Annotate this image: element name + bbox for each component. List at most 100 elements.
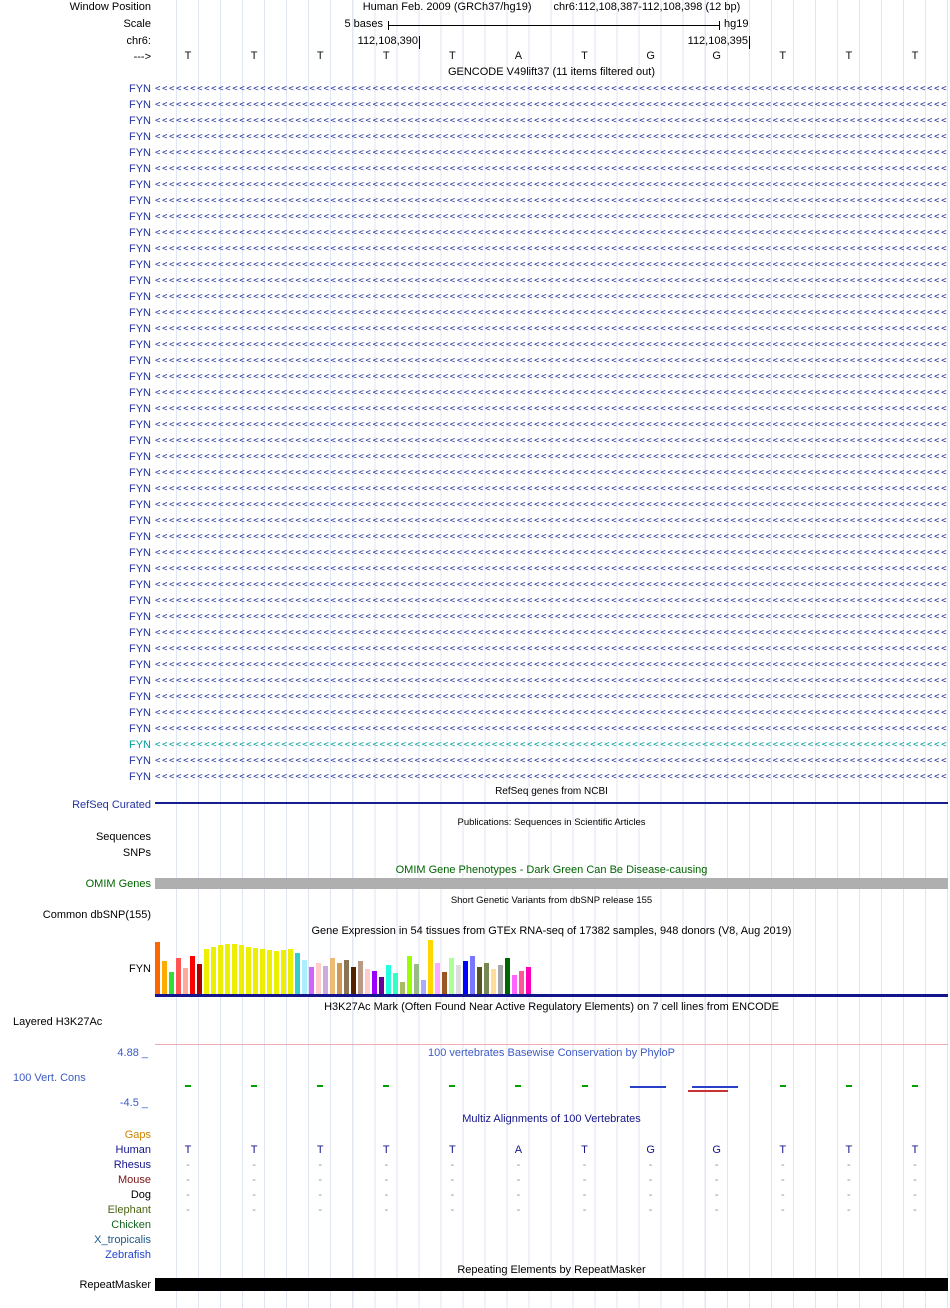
gencode-gene-row[interactable]: FYN <<<<<<<<<<<<<<<<<<<<<<<<<<<<<<<<<<<<<… <box>0 305 950 321</box>
gtex-expression-bar[interactable] <box>519 971 524 994</box>
species-label[interactable]: Mouse <box>117 1174 151 1186</box>
gtex-expression-bar[interactable] <box>253 948 258 994</box>
gene-strand-arrows[interactable]: <<<<<<<<<<<<<<<<<<<<<<<<<<<<<<<<<<<<<<<<… <box>155 484 948 494</box>
gene-strand-arrows[interactable]: <<<<<<<<<<<<<<<<<<<<<<<<<<<<<<<<<<<<<<<<… <box>155 228 948 238</box>
gene-strand-arrows[interactable]: <<<<<<<<<<<<<<<<<<<<<<<<<<<<<<<<<<<<<<<<… <box>155 420 948 430</box>
gene-label[interactable]: FYN <box>129 323 151 335</box>
gtex-expression-bar[interactable] <box>211 947 216 994</box>
gene-label[interactable]: FYN <box>129 451 151 463</box>
gene-strand-arrows[interactable]: <<<<<<<<<<<<<<<<<<<<<<<<<<<<<<<<<<<<<<<<… <box>155 436 948 446</box>
gene-label[interactable]: FYN <box>129 643 151 655</box>
gencode-gene-row[interactable]: FYN <<<<<<<<<<<<<<<<<<<<<<<<<<<<<<<<<<<<<… <box>0 689 950 705</box>
track-label-repeatmasker[interactable]: RepeatMasker <box>79 1279 151 1291</box>
gene-label[interactable]: FYN <box>129 403 151 415</box>
gene-label[interactable]: FYN <box>129 339 151 351</box>
gtex-expression-bar[interactable] <box>435 963 440 994</box>
gtex-expression-bar[interactable] <box>225 944 230 994</box>
gene-strand-arrows[interactable]: <<<<<<<<<<<<<<<<<<<<<<<<<<<<<<<<<<<<<<<<… <box>155 388 948 398</box>
gtex-expression-bar[interactable] <box>232 944 237 994</box>
track-label-common-dbsnp[interactable]: Common dbSNP(155) <box>42 909 151 921</box>
gtex-expression-bar[interactable] <box>281 950 286 994</box>
gene-label[interactable]: FYN <box>129 659 151 671</box>
gene-strand-arrows[interactable]: <<<<<<<<<<<<<<<<<<<<<<<<<<<<<<<<<<<<<<<<… <box>155 516 948 526</box>
gene-label[interactable]: FYN <box>129 99 151 111</box>
gencode-gene-row[interactable]: FYN <<<<<<<<<<<<<<<<<<<<<<<<<<<<<<<<<<<<<… <box>0 593 950 609</box>
gene-label[interactable]: FYN <box>129 467 151 479</box>
track-label-snps[interactable]: SNPs <box>122 847 151 859</box>
species-label[interactable]: Zebrafish <box>105 1249 151 1261</box>
gtex-expression-bar[interactable] <box>421 980 426 994</box>
gencode-gene-row[interactable]: FYN <<<<<<<<<<<<<<<<<<<<<<<<<<<<<<<<<<<<<… <box>0 625 950 641</box>
gtex-expression-bar[interactable] <box>302 960 307 994</box>
gtex-expression-bar[interactable] <box>414 964 419 994</box>
gene-strand-arrows[interactable]: <<<<<<<<<<<<<<<<<<<<<<<<<<<<<<<<<<<<<<<<… <box>155 116 948 126</box>
gencode-gene-row[interactable]: FYN <<<<<<<<<<<<<<<<<<<<<<<<<<<<<<<<<<<<<… <box>0 273 950 289</box>
gene-strand-arrows[interactable]: <<<<<<<<<<<<<<<<<<<<<<<<<<<<<<<<<<<<<<<<… <box>155 164 948 174</box>
gene-label[interactable]: FYN <box>129 771 151 783</box>
gtex-expression-bar[interactable] <box>470 956 475 994</box>
gtex-expression-bar[interactable] <box>274 951 279 994</box>
gencode-gene-row[interactable]: FYN <<<<<<<<<<<<<<<<<<<<<<<<<<<<<<<<<<<<<… <box>0 609 950 625</box>
gene-label[interactable]: FYN <box>129 387 151 399</box>
track-label-refseq-curated[interactable]: RefSeq Curated <box>72 799 151 811</box>
gtex-expression-bar[interactable] <box>512 975 517 994</box>
gencode-gene-row[interactable]: FYN <<<<<<<<<<<<<<<<<<<<<<<<<<<<<<<<<<<<<… <box>0 433 950 449</box>
gencode-gene-row[interactable]: FYN <<<<<<<<<<<<<<<<<<<<<<<<<<<<<<<<<<<<<… <box>0 97 950 113</box>
gencode-gene-row[interactable]: FYN <<<<<<<<<<<<<<<<<<<<<<<<<<<<<<<<<<<<<… <box>0 193 950 209</box>
gene-label[interactable]: FYN <box>129 195 151 207</box>
gtex-expression-bar[interactable] <box>365 969 370 994</box>
gencode-gene-row[interactable]: FYN <<<<<<<<<<<<<<<<<<<<<<<<<<<<<<<<<<<<<… <box>0 241 950 257</box>
species-label[interactable]: Dog <box>130 1189 151 1201</box>
gene-strand-arrows[interactable]: <<<<<<<<<<<<<<<<<<<<<<<<<<<<<<<<<<<<<<<<… <box>155 756 948 766</box>
omim-gene-bar[interactable] <box>155 878 948 889</box>
gene-label[interactable]: FYN <box>129 595 151 607</box>
gtex-expression-bar[interactable] <box>526 967 531 994</box>
gene-label[interactable]: FYN <box>129 691 151 703</box>
gencode-gene-row[interactable]: FYN <<<<<<<<<<<<<<<<<<<<<<<<<<<<<<<<<<<<<… <box>0 129 950 145</box>
gene-strand-arrows[interactable]: <<<<<<<<<<<<<<<<<<<<<<<<<<<<<<<<<<<<<<<<… <box>155 84 948 94</box>
gencode-gene-row[interactable]: FYN <<<<<<<<<<<<<<<<<<<<<<<<<<<<<<<<<<<<<… <box>0 209 950 225</box>
gene-strand-arrows[interactable]: <<<<<<<<<<<<<<<<<<<<<<<<<<<<<<<<<<<<<<<<… <box>155 356 948 366</box>
gene-strand-arrows[interactable]: <<<<<<<<<<<<<<<<<<<<<<<<<<<<<<<<<<<<<<<<… <box>155 660 948 670</box>
track-label-layered-h3k27ac[interactable]: Layered H3K27Ac <box>13 1016 103 1028</box>
gtex-expression-bar[interactable] <box>498 965 503 994</box>
gene-label[interactable]: FYN <box>129 627 151 639</box>
gencode-gene-row[interactable]: FYN <<<<<<<<<<<<<<<<<<<<<<<<<<<<<<<<<<<<<… <box>0 769 950 785</box>
gene-label[interactable]: FYN <box>129 243 151 255</box>
species-label[interactable]: Rhesus <box>113 1159 151 1171</box>
gtex-expression-bar[interactable] <box>162 961 167 994</box>
gene-strand-arrows[interactable]: <<<<<<<<<<<<<<<<<<<<<<<<<<<<<<<<<<<<<<<<… <box>155 292 948 302</box>
gencode-gene-row[interactable]: FYN <<<<<<<<<<<<<<<<<<<<<<<<<<<<<<<<<<<<<… <box>0 337 950 353</box>
gencode-gene-row[interactable]: FYN <<<<<<<<<<<<<<<<<<<<<<<<<<<<<<<<<<<<<… <box>0 657 950 673</box>
gene-strand-arrows[interactable]: <<<<<<<<<<<<<<<<<<<<<<<<<<<<<<<<<<<<<<<<… <box>155 372 948 382</box>
gene-strand-arrows[interactable]: <<<<<<<<<<<<<<<<<<<<<<<<<<<<<<<<<<<<<<<<… <box>155 308 948 318</box>
gtex-expression-bar[interactable] <box>197 964 202 994</box>
gtex-expression-bar[interactable] <box>260 949 265 994</box>
gene-strand-arrows[interactable]: <<<<<<<<<<<<<<<<<<<<<<<<<<<<<<<<<<<<<<<<… <box>155 548 948 558</box>
gtex-expression-bar[interactable] <box>442 972 447 994</box>
gene-label[interactable]: FYN <box>129 675 151 687</box>
gtex-expression-bar[interactable] <box>505 958 510 994</box>
gencode-gene-row[interactable]: FYN <<<<<<<<<<<<<<<<<<<<<<<<<<<<<<<<<<<<<… <box>0 257 950 273</box>
gene-strand-arrows[interactable]: <<<<<<<<<<<<<<<<<<<<<<<<<<<<<<<<<<<<<<<<… <box>155 244 948 254</box>
gencode-gene-row[interactable]: FYN <<<<<<<<<<<<<<<<<<<<<<<<<<<<<<<<<<<<<… <box>0 545 950 561</box>
gtex-expression-bar[interactable] <box>372 971 377 994</box>
gene-label[interactable]: FYN <box>129 115 151 127</box>
gene-label[interactable]: FYN <box>129 291 151 303</box>
gencode-gene-row[interactable]: FYN <<<<<<<<<<<<<<<<<<<<<<<<<<<<<<<<<<<<<… <box>0 641 950 657</box>
gene-strand-arrows[interactable]: <<<<<<<<<<<<<<<<<<<<<<<<<<<<<<<<<<<<<<<<… <box>155 532 948 542</box>
gene-label[interactable]: FYN <box>129 275 151 287</box>
gene-label[interactable]: FYN <box>129 259 151 271</box>
gtex-expression-bar[interactable] <box>190 956 195 994</box>
gencode-gene-row[interactable]: FYN <<<<<<<<<<<<<<<<<<<<<<<<<<<<<<<<<<<<<… <box>0 369 950 385</box>
gencode-gene-row[interactable]: FYN <<<<<<<<<<<<<<<<<<<<<<<<<<<<<<<<<<<<<… <box>0 289 950 305</box>
track-label-gtex-fyn[interactable]: FYN <box>129 963 151 975</box>
gencode-gene-row[interactable]: FYN <<<<<<<<<<<<<<<<<<<<<<<<<<<<<<<<<<<<<… <box>0 161 950 177</box>
gene-label[interactable]: FYN <box>129 579 151 591</box>
gene-label[interactable]: FYN <box>129 707 151 719</box>
gencode-gene-row[interactable]: FYN <<<<<<<<<<<<<<<<<<<<<<<<<<<<<<<<<<<<<… <box>0 465 950 481</box>
gencode-gene-row[interactable]: FYN <<<<<<<<<<<<<<<<<<<<<<<<<<<<<<<<<<<<<… <box>0 177 950 193</box>
gtex-expression-bar[interactable] <box>491 969 496 994</box>
gtex-expression-bar[interactable] <box>386 965 391 994</box>
